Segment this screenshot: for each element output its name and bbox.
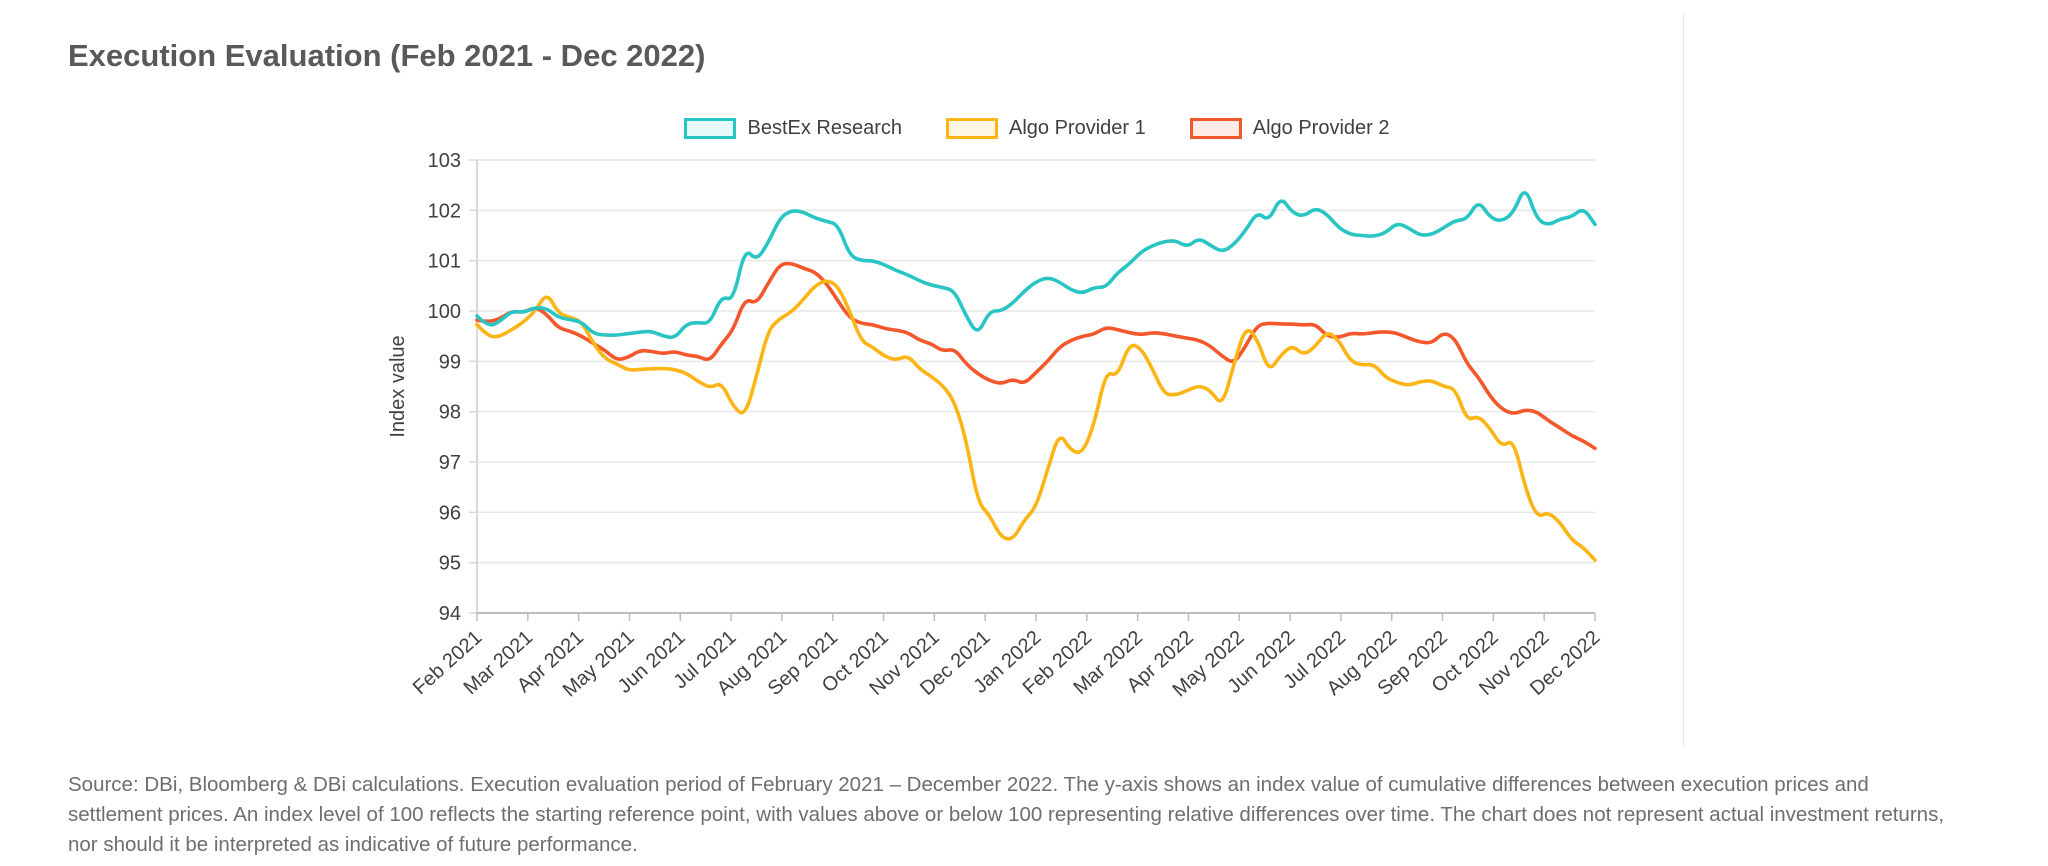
page-divider-line [1683, 14, 1684, 746]
series-line-bestex-research [475, 191, 1597, 340]
svg-text:94: 94 [439, 603, 461, 625]
svg-text:101: 101 [428, 251, 461, 273]
svg-text:96: 96 [439, 502, 461, 524]
y-axis-title: Index value [387, 335, 409, 437]
legend-swatch-algo-provider-1 [946, 118, 998, 139]
legend-swatch-bestex-research [684, 118, 737, 139]
legend-item-algo-provider-1: Algo Provider 1 [946, 117, 1146, 140]
source-disclaimer-text: Source: DBi, Bloomberg & DBi calculation… [68, 773, 1945, 856]
gridlines [469, 159, 1595, 614]
legend-item-algo-provider-2: Algo Provider 2 [1189, 117, 1390, 140]
svg-text:98: 98 [439, 402, 461, 424]
chart-legend: BestEx Research Algo Provider 1 Algo Pro… [477, 117, 1597, 140]
legend-swatch-algo-provider-2 [1189, 118, 1242, 139]
svg-text:103: 103 [428, 150, 461, 172]
svg-text:97: 97 [439, 452, 461, 474]
legend-label-algo-provider-2: Algo Provider 2 [1252, 117, 1390, 139]
y-axis-tick-labels: 94 95 96 97 98 99 100 101 102 103 [428, 150, 461, 625]
series-line-algo-provider-2 [475, 261, 1597, 451]
svg-text:102: 102 [428, 200, 461, 222]
svg-text:95: 95 [439, 553, 461, 575]
legend-label-bestex-research: BestEx Research [747, 117, 902, 139]
legend-label-algo-provider-1: Algo Provider 1 [1009, 117, 1146, 139]
series-line-algo-provider-1 [475, 279, 1597, 562]
svg-text:100: 100 [428, 301, 461, 323]
page-title: Execution Evaluation (Feb 2021 - Dec 202… [68, 38, 706, 73]
legend-item-bestex-research: BestEx Research [684, 117, 902, 140]
svg-text:99: 99 [439, 351, 461, 373]
